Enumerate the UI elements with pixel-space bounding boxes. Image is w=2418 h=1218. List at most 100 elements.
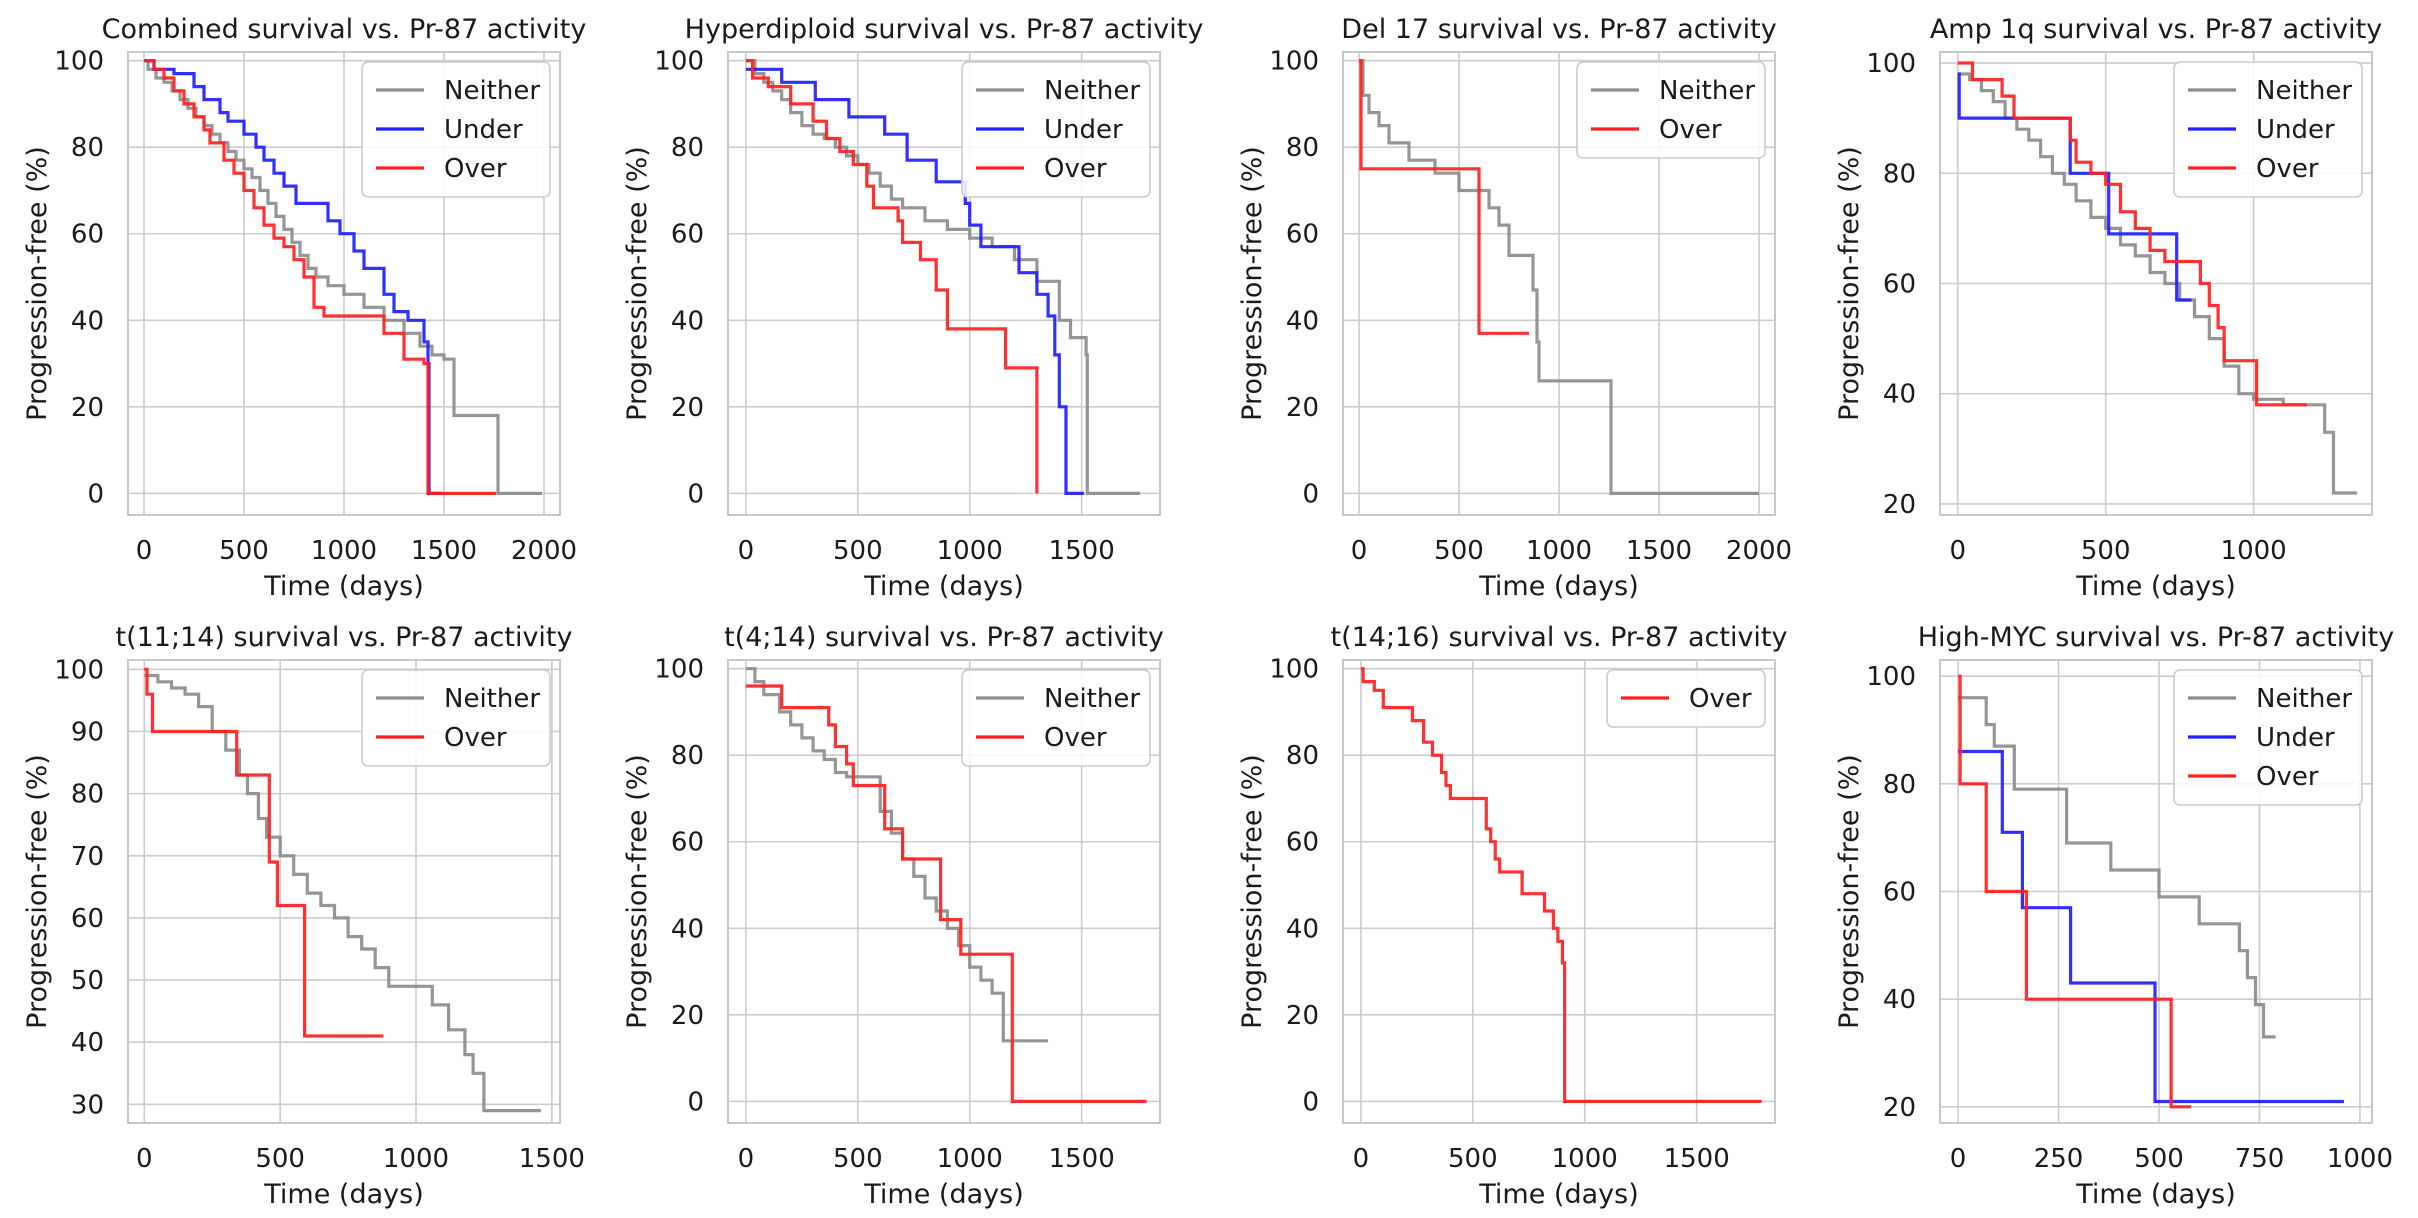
x-tick-label: 1000	[311, 536, 377, 566]
series-line-over	[144, 59, 496, 495]
series-line-over	[1359, 59, 1529, 335]
y-tick-label: 60	[71, 220, 104, 250]
series-line-over	[745, 59, 1039, 494]
subplot-3: 0 500 1000 1500 2000 0 20 40 60 80 100 Del 17 survi…	[1237, 14, 1792, 602]
y-tick-label: 0	[87, 479, 104, 509]
y-tick-label: 20	[1883, 1093, 1916, 1123]
x-tick-label: 1500	[1664, 1144, 1730, 1174]
y-tick-label: 60	[1883, 270, 1916, 300]
x-tick-label: 1000	[1526, 536, 1592, 566]
x-axis-label: Time (days)	[1478, 571, 1638, 602]
y-tick-label: 80	[1286, 741, 1319, 771]
y-tick-label: 20	[1883, 490, 1916, 520]
y-tick-label: 80	[71, 780, 104, 810]
x-tick-label: 2000	[1726, 536, 1792, 566]
y-tick-label: 60	[71, 904, 104, 934]
plot-frame	[1342, 51, 1776, 516]
x-tick-label: 500	[833, 536, 883, 566]
x-tick-label: 0	[1353, 1144, 1370, 1174]
x-tick-label: 0	[136, 1144, 153, 1174]
subplot-title: Combined survival vs. Pr-87 activity	[102, 14, 587, 45]
series-line-neither	[1359, 59, 1759, 495]
y-axis-label: Progression-free (%)	[1237, 146, 1268, 421]
subplot-title: t(11;14) survival vs. Pr-87 activity	[115, 622, 572, 653]
series-line-neither	[745, 59, 1140, 495]
legend-label-over: Over	[1044, 723, 1107, 753]
y-tick-label: 70	[71, 842, 104, 872]
plot-frame	[1939, 51, 2373, 516]
series-line-neither	[745, 667, 1049, 1043]
series-line-neither	[144, 673, 541, 1113]
legend: Neither Under Over	[2173, 669, 2363, 806]
y-axis-label: Progression-free (%)	[1834, 754, 1865, 1029]
legend-label-over: Over	[1659, 115, 1722, 145]
x-tick-label: 0	[738, 1144, 755, 1174]
x-tick-label: 1000	[2221, 536, 2287, 566]
legend: Neither Under Over	[2173, 61, 2363, 198]
x-tick-label: 1000	[2327, 1144, 2393, 1174]
y-tick-label: 0	[1302, 479, 1319, 509]
y-tick-label: 20	[1286, 393, 1319, 423]
legend-label-over: Over	[1044, 154, 1107, 184]
x-tick-label: 1000	[937, 536, 1003, 566]
x-tick-label: 0	[1950, 1144, 1967, 1174]
x-tick-label: 1000	[1552, 1144, 1618, 1174]
y-tick-label: 80	[1883, 770, 1916, 800]
x-tick-label: 1500	[1049, 1144, 1115, 1174]
subplot-7: 0 500 1000 1500 0 20 40 60 80 100 t(14;16) surviva…	[1237, 622, 1788, 1210]
y-tick-label: 100	[1866, 662, 1916, 692]
series-line-over	[745, 684, 1147, 1103]
legend-box	[961, 669, 1151, 767]
x-tick-label: 750	[2235, 1144, 2285, 1174]
subplot-title: Hyperdiploid survival vs. Pr-87 activity	[685, 14, 1204, 45]
legend-label-under: Under	[1044, 115, 1123, 145]
plot-frame	[1939, 659, 2373, 1124]
legend-box	[361, 669, 551, 767]
x-axis-label: Time (days)	[2075, 1179, 2235, 1210]
plot-frame	[727, 51, 1161, 516]
y-tick-label: 20	[671, 393, 704, 423]
legend-label-over: Over	[2256, 154, 2319, 184]
y-tick-label: 40	[1883, 985, 1916, 1015]
legend-label-under: Under	[444, 115, 523, 145]
subplot-title: t(14;16) survival vs. Pr-87 activity	[1330, 622, 1787, 653]
y-tick-label: 80	[671, 133, 704, 163]
y-tick-label: 60	[671, 220, 704, 250]
y-tick-label: 30	[71, 1090, 104, 1120]
plot-frame	[127, 51, 561, 516]
y-tick-label: 40	[1286, 306, 1319, 336]
subplot-6: 0 500 1000 1500 0 20 40 60 80 100 t(4;14) survival…	[622, 622, 1164, 1210]
legend: Neither Under Over	[361, 61, 551, 198]
y-axis-label: Progression-free (%)	[22, 146, 53, 421]
legend-label-neither: Neither	[1044, 684, 1140, 714]
subplot-title: t(4;14) survival vs. Pr-87 activity	[724, 622, 1164, 653]
series-line-neither	[144, 59, 542, 495]
x-axis-label: Time (days)	[2075, 571, 2235, 602]
y-tick-label: 0	[1302, 1087, 1319, 1117]
y-tick-label: 20	[1286, 1001, 1319, 1031]
subplot-title: Amp 1q survival vs. Pr-87 activity	[1930, 14, 2382, 45]
legend: Neither Over	[361, 669, 551, 767]
x-tick-label: 250	[2034, 1144, 2084, 1174]
y-tick-label: 40	[71, 306, 104, 336]
y-tick-label: 40	[671, 914, 704, 944]
y-tick-label: 60	[671, 828, 704, 858]
legend-label-neither: Neither	[2256, 684, 2352, 714]
y-tick-label: 80	[1286, 133, 1319, 163]
y-tick-label: 40	[1883, 380, 1916, 410]
plot-frame	[1342, 659, 1776, 1124]
series-line-over	[1957, 61, 2307, 407]
x-axis-label: Time (days)	[863, 1179, 1023, 1210]
x-tick-label: 500	[219, 536, 269, 566]
subplot-title: High-MYC survival vs. Pr-87 activity	[1918, 622, 2395, 653]
x-tick-label: 1000	[937, 1144, 1003, 1174]
series-line-over	[144, 667, 384, 1038]
series-line-neither	[1958, 696, 2276, 1039]
series-line-under	[1958, 749, 2344, 1104]
x-tick-label: 500	[833, 1144, 883, 1174]
y-axis-label: Progression-free (%)	[622, 146, 653, 421]
y-tick-label: 0	[687, 1087, 704, 1117]
x-tick-label: 1500	[1049, 536, 1115, 566]
